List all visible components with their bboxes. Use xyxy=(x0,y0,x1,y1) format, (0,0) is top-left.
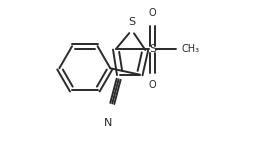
Text: CH₃: CH₃ xyxy=(182,44,200,54)
Text: S: S xyxy=(149,44,156,54)
Text: N: N xyxy=(103,118,112,128)
Text: O: O xyxy=(149,80,156,90)
Text: O: O xyxy=(149,8,156,18)
Text: S: S xyxy=(128,17,135,27)
